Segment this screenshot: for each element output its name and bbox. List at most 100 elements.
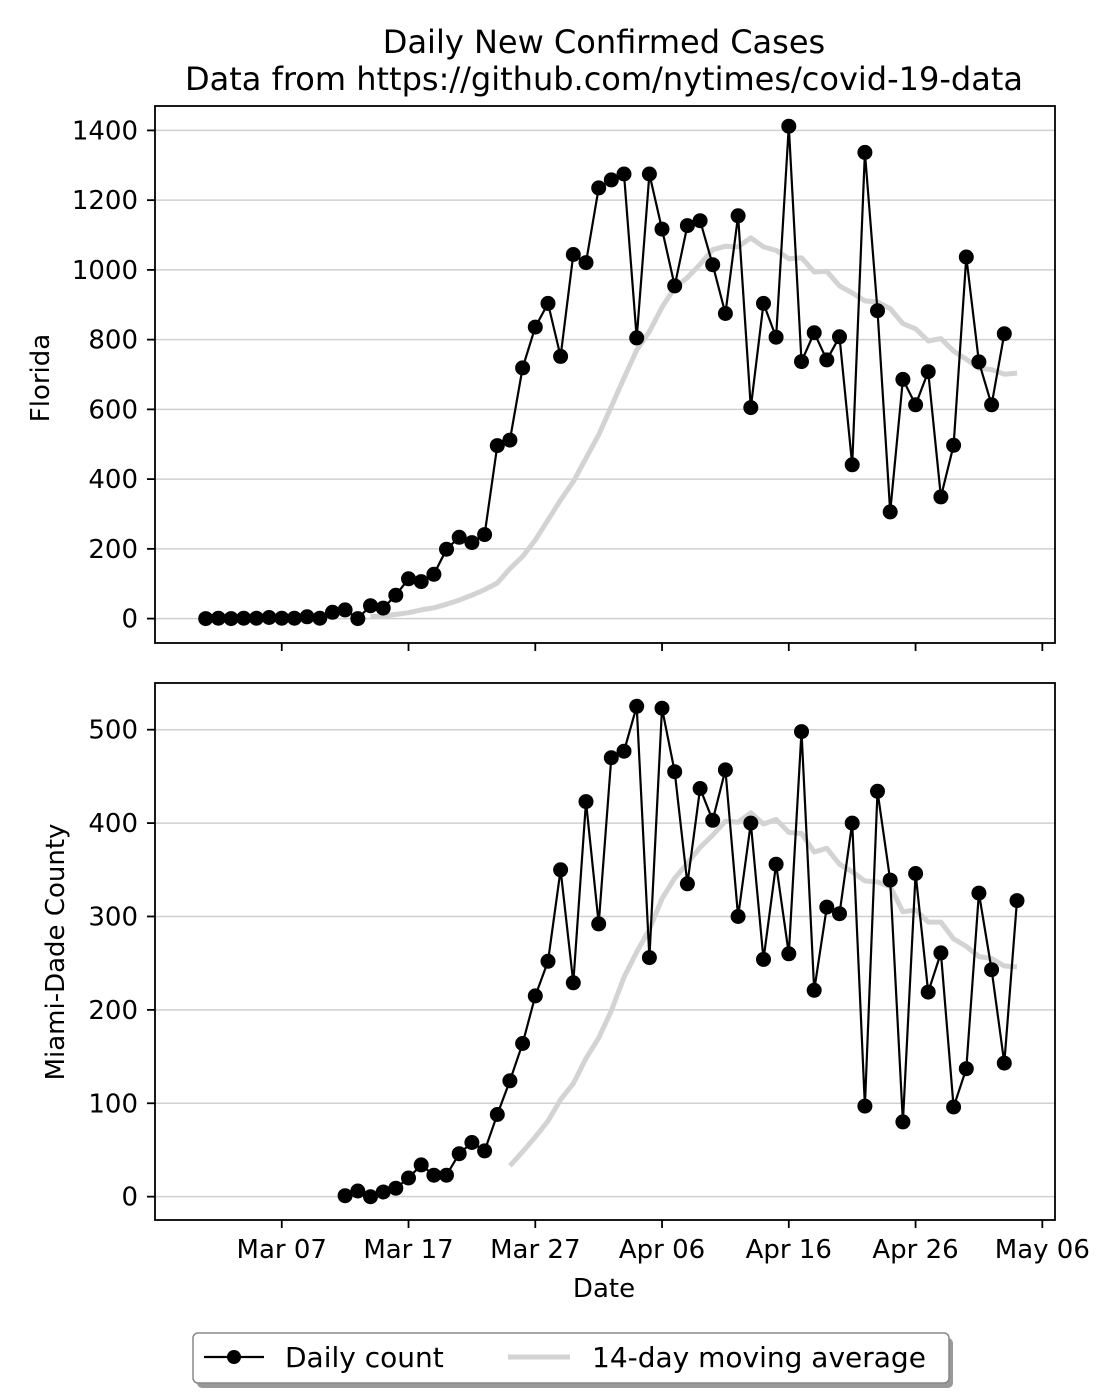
daily-count-point xyxy=(1009,893,1025,909)
y-tick-label: 300 xyxy=(88,902,138,932)
daily-count-point xyxy=(401,571,416,587)
daily-count-point xyxy=(895,371,911,387)
x-tick-label: May 06 xyxy=(995,1235,1090,1265)
daily-count-point xyxy=(806,325,822,341)
daily-count-point xyxy=(439,1167,454,1183)
daily-count-point xyxy=(363,1189,378,1205)
daily-count-point xyxy=(426,566,442,582)
daily-count-point xyxy=(641,950,657,966)
daily-count-point xyxy=(591,916,607,932)
daily-count-point xyxy=(756,951,771,967)
daily-count-point xyxy=(236,610,252,626)
daily-count-point xyxy=(439,541,454,557)
daily-count-point xyxy=(730,909,746,924)
daily-count-point xyxy=(743,400,759,416)
x-tick-label: Mar 27 xyxy=(490,1235,580,1265)
y-tick-label: 1000 xyxy=(72,256,138,286)
florida-panel: 0 200 400 600 800 1000 1200 1400 Florida xyxy=(26,105,1056,651)
miami-dade-y-axis-label: Miami-Dade County xyxy=(41,824,71,1081)
daily-count-point xyxy=(274,610,290,626)
daily-count-point xyxy=(705,812,721,828)
daily-count-point xyxy=(603,172,619,188)
miami-dade-moving-average xyxy=(508,810,1018,1168)
daily-count-point xyxy=(908,866,924,881)
daily-count-point xyxy=(527,319,543,335)
daily-count-point xyxy=(679,876,695,892)
y-tick-label: 1400 xyxy=(72,116,138,146)
daily-count-point xyxy=(477,1143,493,1159)
florida-x-ticks xyxy=(280,643,1044,651)
miami-dade-gridlines xyxy=(155,728,1055,1198)
daily-count-point xyxy=(794,724,809,740)
daily-count-point xyxy=(984,397,1000,413)
daily-count-point xyxy=(920,364,936,380)
y-tick-label: 800 xyxy=(88,326,138,356)
daily-count-point xyxy=(730,208,746,224)
y-tick-label: 400 xyxy=(88,809,138,839)
y-tick-label: 0 xyxy=(121,605,138,635)
daily-count-point xyxy=(337,602,353,618)
daily-count-point xyxy=(489,1107,505,1122)
florida-y-axis: 0 200 400 600 800 1000 1200 1400 xyxy=(72,116,155,635)
daily-count-point xyxy=(832,329,847,345)
daily-count-point xyxy=(984,962,1000,978)
legend-daily-label: Daily count xyxy=(285,1341,444,1374)
daily-count-point xyxy=(502,432,518,448)
daily-count-point xyxy=(857,144,873,160)
miami-dade-x-ticks: Mar 07 Mar 17 Mar 27 Apr 06 Apr 16 Apr 26 May … xyxy=(237,1220,1090,1265)
daily-count-point xyxy=(654,700,670,716)
miami-dade-y-axis: 0 100 200 300 400 500 xyxy=(88,716,155,1213)
daily-count-point xyxy=(261,610,277,625)
daily-count-point xyxy=(794,354,809,370)
daily-count-point xyxy=(781,946,797,962)
legend: Daily count 14-day moving average xyxy=(192,1332,953,1388)
daily-count-point xyxy=(908,397,924,413)
florida-y-axis-label: Florida xyxy=(26,334,56,422)
daily-count-point xyxy=(882,504,898,520)
daily-count-point xyxy=(388,587,404,603)
x-tick-label: Apr 26 xyxy=(872,1235,958,1265)
daily-count-point xyxy=(819,899,835,915)
x-axis-label: Date xyxy=(573,1274,635,1304)
daily-count-point xyxy=(451,529,467,545)
daily-count-point xyxy=(641,166,657,182)
daily-count-point xyxy=(527,988,543,1004)
daily-count-point xyxy=(591,180,607,196)
daily-count-point xyxy=(933,945,949,961)
daily-count-point xyxy=(451,1146,467,1162)
y-tick-label: 200 xyxy=(88,996,138,1026)
daily-count-point xyxy=(667,278,683,294)
miami-dade-daily-count xyxy=(337,698,1025,1205)
daily-count-point xyxy=(540,295,556,311)
daily-count-point xyxy=(629,698,645,714)
florida-daily-count xyxy=(198,118,1012,627)
daily-count-point xyxy=(299,609,315,625)
daily-count-point xyxy=(768,856,784,872)
daily-count-point xyxy=(375,600,391,616)
daily-count-point xyxy=(692,213,708,229)
daily-count-point xyxy=(971,885,987,901)
daily-count-point xyxy=(401,1170,416,1186)
x-tick-label: Mar 07 xyxy=(237,1235,327,1265)
daily-count-point xyxy=(502,1073,518,1089)
daily-count-point xyxy=(616,743,632,759)
daily-count-point xyxy=(565,975,581,991)
daily-count-point xyxy=(743,815,759,831)
daily-count-point xyxy=(223,611,239,627)
daily-count-point xyxy=(819,352,835,368)
daily-count-point xyxy=(692,781,708,796)
daily-count-point xyxy=(844,815,860,831)
daily-count-point xyxy=(413,574,429,590)
y-tick-label: 0 xyxy=(121,1183,138,1213)
daily-count-point xyxy=(882,872,898,888)
x-tick-label: Apr 16 xyxy=(746,1235,832,1265)
y-tick-label: 200 xyxy=(88,535,138,565)
chart-subtitle: Data from https://github.com/nytimes/cov… xyxy=(185,60,1023,98)
daily-count-point xyxy=(717,762,733,778)
daily-count-point xyxy=(325,604,340,620)
daily-count-point xyxy=(679,218,695,234)
daily-count-point xyxy=(553,348,569,364)
moving-average-line xyxy=(508,810,1018,1168)
daily-count-point xyxy=(756,295,771,311)
